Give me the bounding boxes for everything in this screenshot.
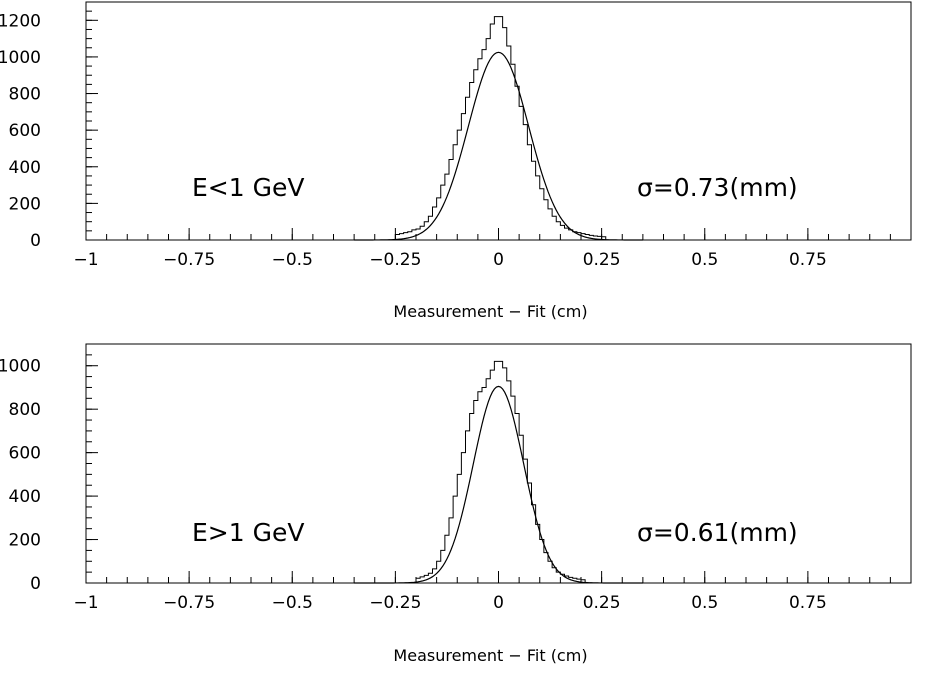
panel-bottom: E>1 GeV σ=0.61(mm) Measurement − Fit (cm… [0, 343, 912, 665]
x-tick-label: −0.5 [272, 250, 313, 270]
y-tick-label: 0 [30, 574, 41, 594]
x-tick-label: −0.75 [163, 593, 215, 613]
annotation-sigma: σ=0.73(mm) [637, 173, 798, 202]
panel-top: E<1 GeV σ=0.73(mm) Measurement − Fit (cm… [0, 1, 912, 321]
x-tick-label: −0.25 [369, 250, 421, 270]
x-axis-title: Measurement − Fit (cm) [393, 646, 587, 665]
y-tick-label: 800 [9, 85, 41, 105]
histogram-series [86, 16, 911, 241]
annotation-energy: E<1 GeV [192, 173, 304, 202]
y-tick-label: 800 [9, 400, 41, 420]
x-tick-label: −0.75 [163, 250, 215, 270]
x-tick-label: −0.25 [369, 593, 421, 613]
x-tick-label: −0.5 [272, 593, 313, 613]
y-tick-label: 0 [30, 231, 41, 251]
x-tick-label: −1 [73, 593, 98, 613]
y-tick-label: 200 [9, 194, 41, 214]
y-tick-label: 200 [9, 531, 41, 551]
histogram-series [86, 360, 911, 584]
x-axis-title: Measurement − Fit (cm) [393, 302, 587, 321]
x-tick-label: 0 [493, 250, 504, 270]
x-tick-label: −1 [73, 250, 98, 270]
y-tick-label: 1000 [0, 48, 41, 68]
y-tick-label: 600 [9, 444, 41, 464]
y-tick-label: 1200 [0, 11, 41, 31]
x-tick-label: 0.25 [583, 250, 621, 270]
plot-frame [85, 343, 912, 584]
fit-curve [354, 385, 643, 584]
fit-curve [354, 51, 643, 241]
x-tick-label: 0.5 [691, 593, 718, 613]
y-tick-label: 400 [9, 487, 41, 507]
y-tick-label: 400 [9, 158, 41, 178]
x-tick-label: 0.75 [789, 593, 827, 613]
x-tick-label: 0 [493, 593, 504, 613]
y-tick-label: 1000 [0, 357, 41, 377]
y-tick-label: 600 [9, 121, 41, 141]
x-tick-label: 0.75 [789, 250, 827, 270]
annotation-energy: E>1 GeV [192, 518, 304, 547]
x-tick-label: 0.25 [583, 593, 621, 613]
annotation-sigma: σ=0.61(mm) [637, 518, 798, 547]
x-tick-label: 0.5 [691, 250, 718, 270]
plot-frame [85, 1, 912, 241]
